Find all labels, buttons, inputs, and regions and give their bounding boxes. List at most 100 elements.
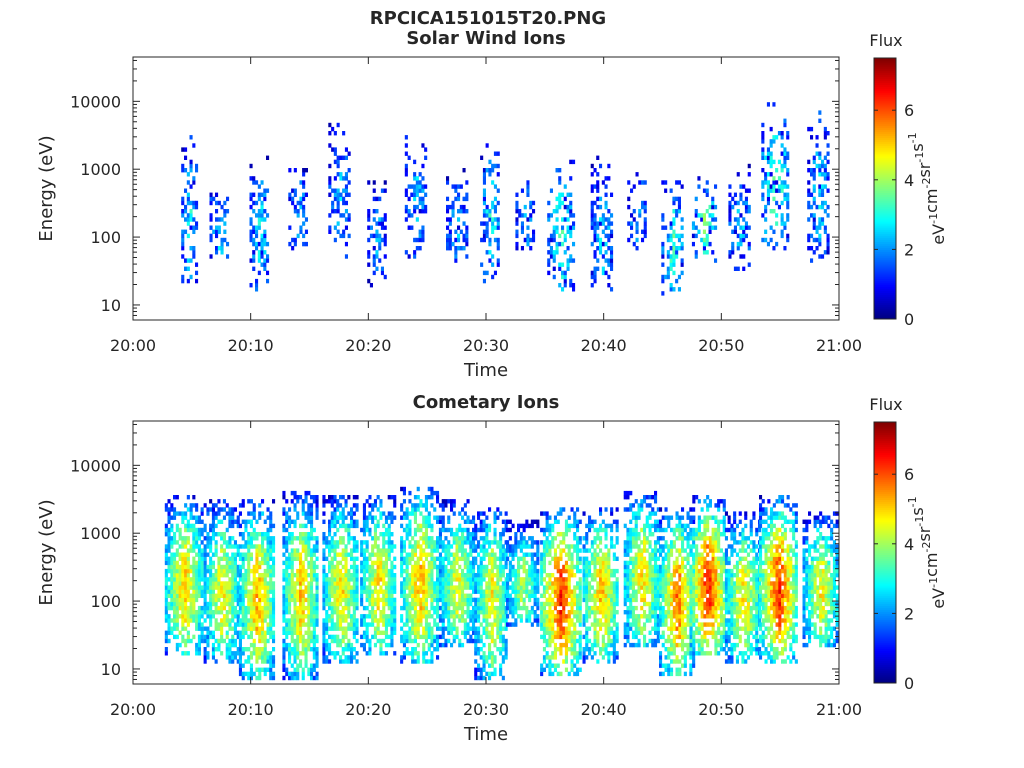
- heatmap-cell: [197, 614, 201, 619]
- heatmap-cell: [393, 556, 397, 561]
- heatmap-cell: [408, 540, 412, 545]
- heatmap-cell: [291, 196, 295, 202]
- x-tick-label: 20:00: [110, 336, 156, 355]
- heatmap-cell: [677, 246, 681, 251]
- heatmap-cell: [569, 283, 573, 288]
- heatmap-cell: [355, 605, 359, 611]
- heatmap-cell: [482, 168, 486, 173]
- heatmap-cell: [450, 581, 454, 586]
- heatmap-cell: [296, 671, 300, 677]
- heatmap-cell: [304, 192, 308, 197]
- heatmap-cell: [310, 638, 314, 644]
- heatmap-cell: [421, 233, 425, 239]
- heatmap-cell: [330, 519, 334, 524]
- heatmap-cell: [405, 560, 409, 566]
- heatmap-cell: [173, 495, 177, 500]
- heatmap-cell: [672, 217, 676, 222]
- heatmap-cell: [596, 258, 600, 263]
- heatmap-cell: [175, 622, 179, 627]
- heatmap-cell: [458, 556, 462, 561]
- heatmap-cell: [214, 577, 218, 582]
- heatmap-cell: [310, 601, 314, 607]
- heatmap-cell: [315, 622, 319, 627]
- heatmap-cell: [186, 180, 190, 185]
- heatmap-cell: [593, 229, 597, 234]
- heatmap-cell: [164, 544, 168, 549]
- heatmap-cell: [666, 254, 670, 259]
- heatmap-cell: [373, 552, 377, 557]
- heatmap-cell: [472, 568, 476, 574]
- heatmap-cell: [282, 577, 286, 582]
- heatmap-cell: [173, 532, 177, 537]
- heatmap-cell: [255, 581, 259, 586]
- colorbar-swatch: [874, 70, 896, 73]
- heatmap-cell: [511, 589, 515, 594]
- heatmap-cell: [255, 519, 259, 524]
- heatmap-cell: [197, 618, 201, 623]
- heatmap-cell: [293, 667, 297, 672]
- heatmap-cell: [257, 192, 261, 197]
- heatmap-cell: [328, 659, 332, 664]
- heatmap-cell: [375, 237, 379, 243]
- heatmap-cell: [452, 536, 456, 541]
- heatmap-cell: [424, 593, 428, 598]
- heatmap-cell: [299, 204, 303, 210]
- heatmap-cell: [325, 642, 329, 648]
- heatmap-cell: [310, 495, 314, 500]
- heatmap-cell: [402, 589, 406, 594]
- heatmap-cell: [424, 499, 428, 504]
- heatmap-cell: [206, 564, 210, 570]
- heatmap-cell: [747, 172, 751, 177]
- heatmap-cell: [282, 675, 286, 681]
- heatmap-cell: [511, 601, 515, 607]
- heatmap-cell: [413, 573, 417, 578]
- heatmap-cell: [368, 597, 372, 603]
- heatmap-cell: [436, 564, 440, 570]
- heatmap-cell: [164, 568, 168, 574]
- heatmap-cell: [526, 184, 530, 189]
- heatmap-cell: [430, 605, 434, 611]
- heatmap-cell: [441, 618, 445, 623]
- heatmap-cell: [184, 204, 188, 210]
- heatmap-cell: [344, 192, 348, 197]
- heatmap-cell: [258, 630, 262, 635]
- heatmap-cell: [424, 147, 428, 152]
- heatmap-cell: [263, 651, 267, 656]
- heatmap-cell: [170, 573, 174, 578]
- heatmap-cell: [661, 254, 665, 259]
- colorbar-swatch: [874, 60, 896, 63]
- heatmap-cell: [302, 172, 306, 177]
- heatmap-cell: [514, 601, 518, 607]
- heatmap-cell: [810, 126, 814, 132]
- heatmap-cell: [225, 568, 229, 574]
- heatmap-cell: [299, 589, 303, 594]
- heatmap-cell: [252, 237, 256, 243]
- heatmap-cell: [197, 581, 201, 586]
- heatmap-cell: [469, 519, 473, 524]
- heatmap-cell: [419, 568, 423, 574]
- heatmap-cell: [744, 221, 748, 226]
- heatmap-cell: [519, 581, 523, 586]
- heatmap-cell: [225, 589, 229, 594]
- heatmap-cell: [247, 519, 251, 524]
- heatmap-cell: [547, 217, 551, 222]
- heatmap-cell: [526, 237, 530, 243]
- heatmap-cell: [411, 601, 415, 607]
- heatmap-cell: [482, 213, 486, 218]
- heatmap-cell: [258, 564, 262, 570]
- heatmap-cell: [333, 556, 337, 561]
- heatmap-cell: [186, 527, 190, 533]
- heatmap-cell: [590, 200, 594, 206]
- heatmap-cell: [465, 229, 469, 234]
- heatmap-cell: [167, 605, 171, 611]
- heatmap-cell: [823, 155, 827, 160]
- heatmap-cell: [405, 585, 409, 590]
- heatmap-cell: [421, 200, 425, 206]
- heatmap-cell: [552, 250, 556, 255]
- heatmap-cell: [228, 618, 232, 623]
- heatmap-cell: [373, 560, 377, 566]
- colorbar-swatch: [874, 253, 896, 257]
- heatmap-cell: [382, 540, 386, 545]
- colorbar-swatch: [874, 296, 896, 300]
- heatmap-cell: [711, 250, 715, 255]
